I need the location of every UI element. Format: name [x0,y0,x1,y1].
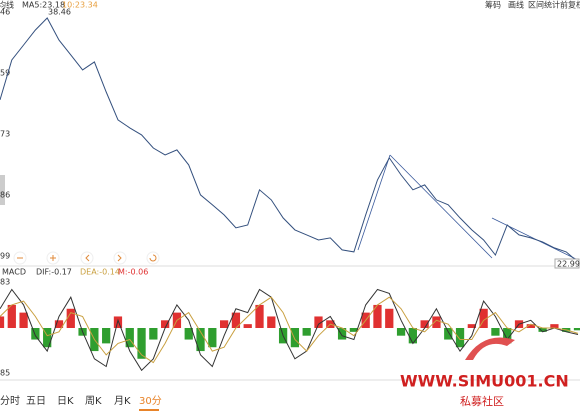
macd-bar [503,328,512,344]
macd-bar [396,328,406,336]
macd-bar [161,320,170,328]
macd-bar [19,312,28,328]
macd-bar [66,308,75,328]
macd-bar [455,328,465,348]
macd-bar [255,304,264,328]
y-axis-label: 46 [0,8,10,17]
macd-bar [408,328,417,344]
macd-bar [349,328,359,332]
watermark-name: 私募社区 [460,394,504,408]
dif-line [0,288,579,372]
tab[interactable]: 分时 [0,395,20,407]
macd-bar [0,316,5,328]
macd-bar [208,328,217,348]
macd-bar [467,324,476,328]
macd-bar [526,324,535,328]
macd-bar [290,328,300,348]
tab[interactable]: 周K [85,395,102,407]
m-label: M:-0.06 [118,268,148,277]
dif-label: DIF:-0.17 [36,268,72,277]
macd-bar [337,328,347,340]
button[interactable]: 筹码 [485,0,501,10]
macd-bar [432,316,441,328]
macd-bar [385,308,394,328]
macd-bar [243,324,252,328]
macd-bar [420,320,429,328]
tab[interactable]: 日K [57,396,74,407]
icon [117,254,122,262]
y-axis-label: 59 [0,69,10,78]
macd-bar [31,328,40,340]
trend-line [389,154,493,259]
zoom-buttons [13,251,160,265]
watermark-url: WWW.SIMU001.CN [400,372,569,391]
y-axis-label: 86 [0,191,10,200]
y-axis-label: 73 [0,130,10,139]
dea-line [0,296,579,364]
trend-line [357,154,391,251]
macd-bar [550,324,559,328]
logo [465,337,515,360]
y-axis-label: 83 [0,278,10,287]
tab[interactable]: 30分 [139,395,162,407]
dea-label: DEA:-0.14 [80,268,120,277]
macd-bar [373,304,382,328]
macd-bar [479,308,488,328]
macd-bar [196,328,205,352]
watermark: WWW.SIMU001.CN 私募社区 [400,337,569,408]
y-axis-label: 99 [0,252,10,261]
icon [149,254,157,262]
macd-bar [444,328,453,340]
macd-bar [7,304,16,328]
macd-bar [54,320,64,328]
prev[interactable] [80,251,94,265]
macd-bar [125,328,134,348]
macd-bar [184,328,193,340]
reset[interactable] [146,251,160,265]
high-label: 38.46 [48,8,71,17]
last-box [554,258,580,269]
macd-bar [43,328,52,348]
icon [50,255,56,261]
button[interactable]: 画线 [508,0,524,10]
macd-bar [314,316,323,328]
macd-bar [219,320,229,328]
icon [85,254,90,262]
macd-bar [573,328,580,331]
next[interactable] [113,251,127,265]
ma10: 10:23.34 [62,1,98,10]
macd-bar [491,328,500,336]
ma5: MA5:23.18 [22,1,65,10]
macd-bar [149,328,158,340]
side-handle[interactable] [0,175,5,205]
button[interactable]: 前复权 [560,0,580,10]
tab[interactable]: 月K [114,395,131,407]
macd-bar [538,328,547,332]
price-line [0,17,579,263]
ma-label: 均线 [0,0,14,10]
macd-bar [302,328,311,336]
macd-bar [231,312,241,328]
macd-bar [102,328,111,344]
tab[interactable]: 五日 [26,396,46,407]
macd-bar [267,316,276,328]
macd-bar [137,328,146,359]
button[interactable]: 区间统计 [528,0,560,10]
y-axis-label: 85 [0,369,10,378]
macd-title: MACD [2,268,26,277]
last-label: 22.99 [557,260,580,269]
